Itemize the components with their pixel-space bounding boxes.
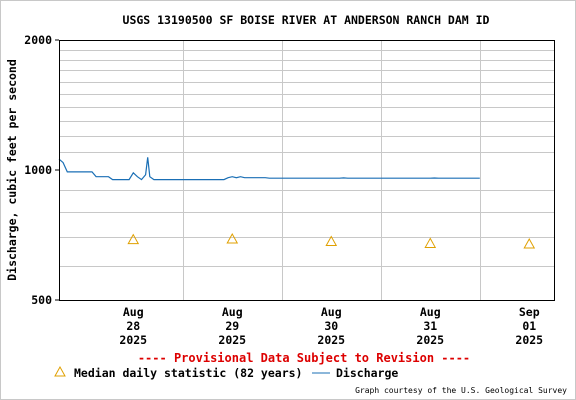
y-tick-label: 1000 — [24, 163, 52, 177]
x-tick-label: 29 — [225, 319, 239, 333]
x-tick-label: 2025 — [119, 333, 147, 347]
x-tick-label: 2025 — [515, 333, 543, 347]
legend-discharge-label: Discharge — [336, 366, 398, 380]
x-tick-label: 2025 — [218, 333, 246, 347]
legend: Median daily statistic (82 years) Discha… — [54, 365, 398, 380]
series-layer — [58, 157, 536, 249]
y-axis-label: Discharge, cubic feet per second — [5, 59, 19, 281]
plot-area — [59, 40, 555, 301]
x-tick-label: 2025 — [416, 333, 444, 347]
x-tick-label: Aug — [222, 305, 243, 319]
x-tick-label: 30 — [324, 319, 338, 333]
median-point — [523, 237, 536, 249]
x-tick-label: 31 — [423, 319, 437, 333]
x-tick-label: 01 — [522, 319, 536, 333]
y-tick-label: 500 — [31, 293, 52, 307]
median-point — [325, 235, 338, 247]
y-tick-label: 2000 — [24, 33, 52, 47]
x-tick-label: 28 — [126, 319, 140, 333]
x-tick-label: Aug — [420, 305, 441, 319]
x-axis-ticks: Aug282025Aug292025Aug302025Aug312025Sep0… — [119, 305, 543, 347]
x-tick-label: Aug — [123, 305, 144, 319]
credit-text: Graph courtesy of the U.S. Geological Su… — [355, 386, 567, 395]
legend-median-label: Median daily statistic (82 years) — [74, 366, 302, 380]
y-axis-ticks: 500 1000 2000 — [24, 33, 59, 307]
chart-title: USGS 13190500 SF BOISE RIVER AT ANDERSON… — [123, 13, 490, 27]
x-tick-label: Sep — [519, 305, 540, 319]
median-point — [127, 233, 140, 245]
x-tick-label: 2025 — [317, 333, 345, 347]
median-point — [226, 233, 239, 244]
provisional-note: ---- Provisional Data Subject to Revisio… — [138, 351, 470, 365]
discharge-line — [58, 157, 480, 181]
median-point — [424, 237, 437, 248]
legend-median-triangle-icon — [54, 365, 66, 377]
x-tick-label: Aug — [321, 305, 342, 319]
grid-lines — [59, 40, 554, 300]
